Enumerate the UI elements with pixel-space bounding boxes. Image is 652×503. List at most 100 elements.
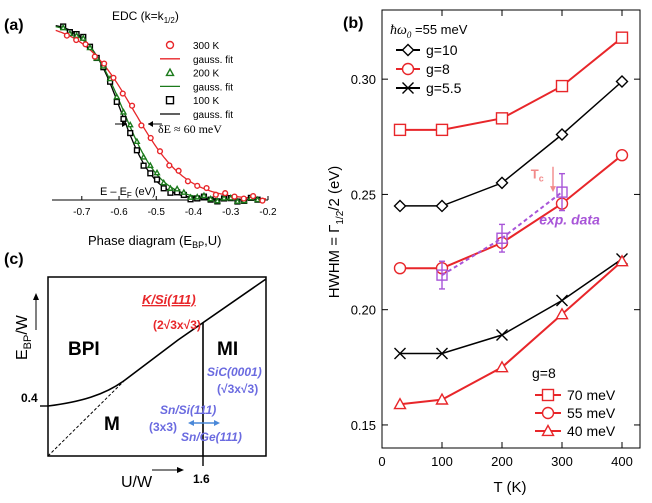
panel-a-label: (a)	[4, 17, 24, 34]
legend-label: gauss. fit	[193, 110, 233, 121]
exp-data-label: exp. data	[539, 211, 600, 227]
panel-b-y-tick-label: 0.25	[351, 187, 376, 202]
panel-a-x-tick-label: -0.7	[73, 207, 91, 218]
tc-label: Tc	[531, 166, 544, 183]
legend-black-marker	[402, 82, 414, 94]
edc-marker-300k	[138, 122, 145, 129]
sic-cell-label: (√3x√3)	[217, 382, 258, 396]
edc-marker-300k	[147, 134, 154, 142]
series-marker-40 meV	[615, 254, 629, 267]
panel-b-x-tick-label: 300	[551, 454, 573, 469]
k-si-cell-label: (2√3x√3)	[153, 318, 201, 332]
panel-a-x-tick-label: -0.3	[222, 207, 240, 218]
edc-marker-100k	[113, 98, 120, 105]
region-m-label: M	[104, 414, 120, 435]
panel-c-title-end: ,U)	[204, 233, 221, 248]
legend-label: gauss. fit	[193, 82, 233, 93]
panel-b-x-ticks: 0 100 200 300 400	[378, 10, 633, 469]
edc-marker-300k	[110, 74, 117, 81]
panel-b-ylabel-sub: 1/2	[335, 210, 346, 224]
edc-marker-300k	[82, 41, 89, 48]
panel-a-x-tick-label: -0.4	[185, 207, 203, 218]
series-marker-70 meV	[495, 112, 509, 125]
edc-marker-200k	[59, 23, 67, 31]
panel-a-x-tick-label: -0.6	[110, 207, 128, 218]
legend-black-label: g=10	[426, 42, 458, 58]
edc-marker-100k	[147, 170, 154, 177]
series-marker-g=5.5	[556, 294, 568, 307]
legend-red-label: 55 meV	[567, 405, 616, 421]
series-marker-40 meV	[555, 307, 569, 320]
panel-c-title: Phase diagram (EBP,U)	[88, 233, 221, 250]
edc-marker-300k	[166, 162, 173, 169]
panel-b-y-ticks: 0.15 0.20 0.25 0.30	[351, 72, 640, 433]
tc-label-sub: c	[539, 173, 544, 183]
panel-b-y-tick-label: 0.15	[351, 418, 376, 433]
series-marker-40 meV	[435, 392, 449, 405]
series-marker-70 meV	[615, 31, 629, 44]
edc-marker-300k	[63, 32, 70, 39]
legend-marker	[165, 40, 175, 50]
series-marker-g=10	[495, 176, 509, 190]
panel-b-xlabel: T (K)	[493, 479, 526, 496]
legend-black-label: g=8	[426, 61, 450, 77]
panel-c-ylabel-text: E	[14, 349, 31, 360]
bpi-boundary-line	[47, 278, 267, 407]
edc-marker-100k	[127, 129, 134, 137]
panel-a-xlabel-text: E – E	[100, 186, 127, 198]
delta-e-arrowhead-left	[122, 121, 127, 127]
edc-marker-300k	[203, 184, 210, 192]
panel-c-ylabel: EBP/W	[14, 314, 34, 360]
panel-c-ylabel-end: /W	[14, 314, 31, 334]
edc-marker-200k	[86, 43, 94, 51]
edc-marker-200k	[173, 185, 181, 192]
edc-marker-300k	[119, 90, 126, 97]
series-marker-g=5.5	[436, 347, 448, 360]
panel-b-header-end: =55 meV	[411, 22, 467, 37]
panel-c-title-sub: BP	[192, 240, 204, 250]
legend-black-marker	[401, 43, 415, 57]
sn-arrowhead-left	[188, 420, 194, 426]
edc-marker-200k	[200, 191, 208, 199]
tc-arrowhead	[550, 186, 556, 193]
panel-c-x-arrowhead	[177, 467, 184, 473]
fit-100k-curve	[55, 24, 267, 201]
panel-a: (a) EDC (k=k1/2) -0.7 -0.6 -0.5 -0.4 -0.3 -0.…	[4, 9, 277, 218]
panel-b-header-sub: 0	[407, 30, 412, 40]
edc-marker-200k	[220, 194, 228, 201]
series-marker-g=10	[393, 199, 407, 213]
edc-marker-300k	[128, 102, 136, 109]
legend-label: 100 K	[193, 96, 219, 107]
edc-marker-200k	[126, 120, 134, 128]
edc-marker-300k	[259, 197, 266, 204]
series-marker-40 meV	[495, 360, 509, 373]
panel-c: Phase diagram (EBP,U) (c) BPI MI M K/Si(…	[4, 233, 267, 491]
series-marker-70 meV	[555, 79, 569, 93]
series-marker-g=8	[615, 149, 629, 162]
panel-b-legend-red: g=8 70 meV 55 meV 40 meV	[532, 365, 616, 439]
edc-marker-300k	[194, 182, 201, 189]
edc-marker-300k	[175, 167, 182, 174]
legend-red-marker	[541, 424, 555, 437]
panel-c-label: (c)	[4, 251, 24, 268]
edc-marker-200k	[140, 153, 148, 160]
series-marker-70 meV	[393, 123, 407, 137]
edc-marker-200k	[233, 197, 242, 204]
legend-red-marker	[541, 388, 555, 402]
panel-a-xlabel-end: (eV)	[132, 186, 156, 198]
panel-b-ylabel-end: /2 (eV)	[326, 166, 343, 211]
edc-marker-300k	[231, 193, 238, 200]
edc-marker-100k	[140, 162, 147, 169]
panel-b-header: ħω0 =55 meV	[390, 22, 468, 40]
x-mark-label: 1.6	[193, 472, 210, 486]
dashed-extrapolation-line	[47, 379, 126, 457]
panel-a-title-text: EDC (k=k	[112, 9, 165, 23]
delta-e-arrowhead-right	[148, 121, 153, 127]
panel-b-label: (b)	[343, 15, 363, 32]
edc-marker-200k	[213, 196, 221, 204]
legend-black-label: g=5.5	[426, 80, 462, 96]
edc-marker-100k	[167, 189, 174, 196]
panel-a-x-tick-label: -0.5	[148, 207, 166, 218]
series-marker-g=10	[615, 74, 629, 88]
edc-marker-200k	[186, 193, 195, 200]
